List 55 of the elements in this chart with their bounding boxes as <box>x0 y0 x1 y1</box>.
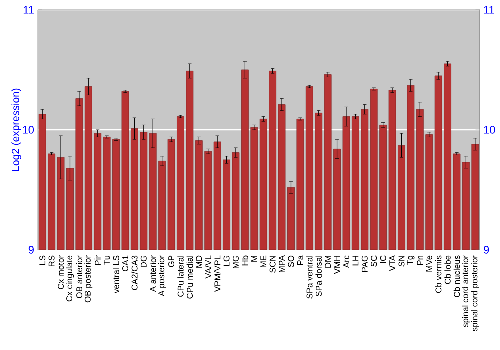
x-tick-label: DG <box>140 256 147 268</box>
x-tick-label: Pir <box>94 256 101 266</box>
x-tick-label: SCN <box>270 256 276 273</box>
x-tick-label: ME <box>260 256 267 268</box>
x-tick-label: SC <box>371 256 378 267</box>
x-tick-label: VMH <box>334 256 340 274</box>
x-tick-label: DM <box>325 256 331 268</box>
y2-tick-label: 10 <box>484 126 496 134</box>
x-tick-label: OB anterior <box>76 256 83 298</box>
x-tick-label: LH <box>352 256 359 266</box>
x-tick-label: RS <box>48 256 55 267</box>
x-tick-label: IC <box>380 256 386 264</box>
x-tick-label: CPu medial <box>186 256 194 299</box>
x-tick-label: CA1 <box>122 256 128 272</box>
x-tick-label: Hb <box>242 256 248 266</box>
x-tick-label: Cb nucleus <box>454 256 460 298</box>
x-tick-label: CA2/CA3 <box>132 256 138 290</box>
x-tick-label: MD <box>196 256 202 268</box>
x-tick-label: SN <box>398 256 405 267</box>
x-tick-label: Arc <box>344 256 350 268</box>
x-tick-label: OB posterior <box>84 256 93 303</box>
y2-tick-label: 11 <box>484 6 494 14</box>
x-tick-label: GP <box>168 256 175 268</box>
x-tick-label: A anterior <box>150 256 156 292</box>
x-tick-label: Cx cingulate <box>66 256 74 302</box>
x-tick-label: Cx motor <box>58 256 64 290</box>
y-tick-label: 9 <box>28 246 34 254</box>
x-tick-label: VPM/VPL <box>214 256 221 292</box>
x-tick-label: SPa ventral <box>306 256 313 299</box>
x-tick-label: Cb vermis <box>435 256 442 294</box>
x-tick-label: Cb lobe <box>444 256 451 284</box>
x-tick-label: Tg <box>407 256 415 266</box>
x-tick-label: MPA <box>279 255 285 272</box>
x-tick-label: PAG <box>362 256 368 272</box>
x-tick-label: SO <box>288 256 294 268</box>
x-tick-label: CPu lateral <box>178 256 184 297</box>
y-tick-label: 10 <box>23 126 34 134</box>
x-tick-label: spinal cord posterior <box>471 256 480 332</box>
y-tick-label: 11 <box>24 6 34 14</box>
x-tick-label: M <box>251 256 258 262</box>
x-tick-label: A posterior <box>158 256 166 296</box>
x-tick-label: Pn <box>417 256 424 266</box>
x-tick-label: SPa dorsal <box>316 256 322 296</box>
x-tick-label: MG <box>232 256 239 268</box>
x-tick-label: Tu <box>104 256 110 265</box>
x-tick-label: Pa <box>297 255 304 266</box>
x-tick-label: VTA <box>390 255 396 272</box>
y2-tick-label: 9 <box>484 246 490 254</box>
x-tick-label: LG <box>224 256 230 266</box>
x-tick-label: VA/VL <box>205 256 212 279</box>
x-tick-label: MVe <box>426 256 432 272</box>
x-tick-label: ventral LS <box>113 256 120 294</box>
y-axis-title: Log2 (expression) <box>12 88 22 172</box>
x-tick-label: LS <box>40 256 46 266</box>
x-tick-label: spinal cord anterior <box>462 256 470 328</box>
